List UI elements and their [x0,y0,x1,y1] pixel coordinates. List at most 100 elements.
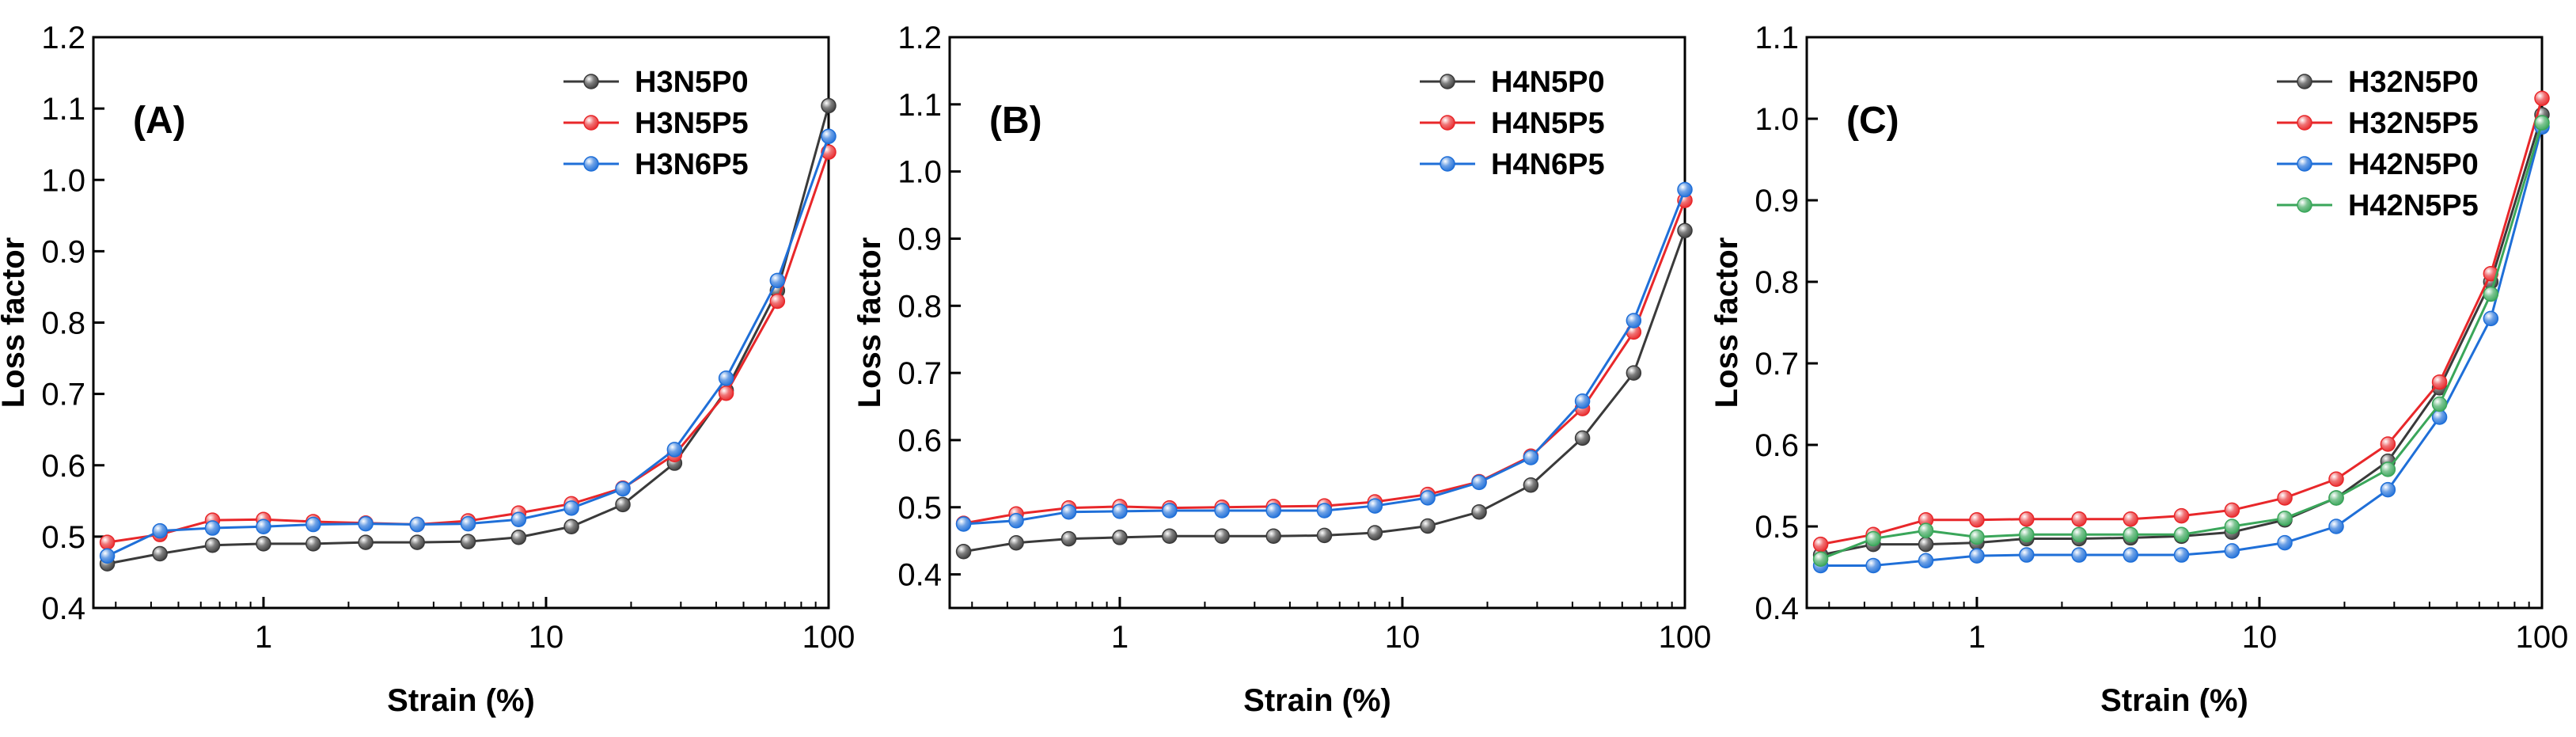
panel-b-point-H4N6P5 [1265,503,1281,519]
panel-a-legend-entry: H3N6P5 [635,148,749,181]
panel-c-ytick-label: 0.8 [1755,265,1799,300]
panel-b-point-H4N6P5 [1060,503,1077,520]
panel-a-point-H3N5P0 [256,536,271,552]
panel-c-ytick-label: 0.6 [1755,428,1799,463]
panel-c-point-H32N5P5 [2534,90,2550,106]
panel-b-point-H4N5P0 [1574,430,1591,446]
panel-c-xlabel: Strain (%) [2100,683,2248,718]
panel-a-label: (A) [133,100,186,142]
panel-c-point-H42N5P5 [2380,462,2396,477]
panel-b-legend-entry: H4N6P5 [1491,148,1605,181]
panel-c-point-H42N5P5 [2483,286,2499,302]
panel-c-line-H42N5P5 [1820,122,2544,560]
panel-b-point-H4N5P0 [955,543,972,560]
panel-c-point-H42N5P5 [1865,530,1881,547]
panel-c-ytick-label: 0.4 [1755,591,1799,626]
panel-a-ytick-label: 0.8 [41,306,85,341]
panel-a-point-H3N6P5 [666,442,683,458]
panel-b-point-H4N5P0 [1112,530,1128,545]
panel-a-series-H3N6P5 [99,128,837,564]
panel-b-xtick-label: 10 [1385,620,1421,655]
panel-b-line-H4N5P5 [963,199,1686,525]
panel-b-series-H4N5P0 [955,222,1693,560]
panel-c-point-H42N5P5 [2071,526,2087,543]
panel-c-point-H42N5P5 [2173,526,2190,543]
panel-c-point-H42N5P0 [2277,534,2293,551]
panel-c-point-H42N5P5 [1918,522,1934,538]
panel-b-label: (B) [989,100,1042,142]
panel-b-ytick-label: 0.6 [897,424,942,458]
panel-b-point-H4N6P5 [1316,503,1333,519]
panel-c-point-H42N5P0 [2173,547,2190,563]
panel-c-point-H42N5P5 [1812,551,1829,567]
panel-c-ytick-label: 1.0 [1755,102,1799,137]
panel-b-xlabel: Strain (%) [1243,683,1391,718]
panel-a-point-H3N5P0 [152,545,168,562]
panel-a-ylabel: Loss factor [0,237,31,408]
panel-b-series-H4N5P5 [955,192,1693,531]
panel-c-ylabel: Loss factor [1709,237,1744,408]
panel-a-point-H3N5P0 [821,97,837,114]
panel-b-line-H4N6P5 [963,189,1686,526]
panel-a-point-H3N6P5 [718,370,734,386]
panel-c-point-H32N5P5 [2328,471,2344,488]
panel-c-point-H42N5P5 [2123,526,2138,543]
panel-b-point-H4N6P5 [1367,498,1383,514]
panel-c: 1 10 100 0.4 0.5 0.6 0.7 0.8 0.9 1.0 1.1 Strain (%)… [1709,21,2568,718]
panel-c-point-H32N5P5 [2071,511,2087,527]
panel-c-legend-marker [2297,156,2312,172]
panel-a-legend-marker [583,115,599,131]
panel-b-point-H4N5P0 [1471,503,1487,520]
panel-c-xtick-label: 10 [2242,620,2278,655]
panel-b-point-H4N6P5 [1008,512,1024,529]
panel-c-point-H32N5P5 [2224,502,2240,519]
panel-c-point-H32N5P5 [2277,490,2293,506]
panel-a-legend-marker [583,156,599,172]
panel-a-point-H3N6P5 [409,516,425,533]
panel-c-legend-marker [2297,74,2312,89]
panel-b: 1 10 100 0.4 0.5 0.6 0.7 0.8 0.9 1.0 1.1 1.2 Strain … [852,21,1711,718]
panel-c-ytick-label: 1.1 [1755,21,1799,55]
panel-b-xtick-label: 100 [1659,620,1712,655]
panel-a-point-H3N5P0 [563,519,579,535]
panel-c-ytick-label: 0.5 [1755,510,1799,545]
panel-a-point-H3N6P5 [358,515,374,532]
panel-a-point-H3N6P5 [615,481,631,497]
panel-c-point-H32N5P5 [1969,512,1985,528]
panel-c-legend-marker [2297,197,2312,213]
panel-b-point-H4N6P5 [1112,503,1128,519]
panel-a-point-H3N5P0 [358,534,374,550]
panel-c-ytick-label: 0.7 [1755,347,1799,382]
panel-a-point-H3N5P5 [718,385,734,401]
panel-a-point-H3N6P5 [563,500,579,516]
panel-b-point-H4N6P5 [1214,503,1230,519]
panel-a-line-H3N5P5 [107,151,830,544]
panel-b-ytick-label: 0.7 [897,356,942,391]
panel-c-legend-entry: H32N5P5 [2348,107,2479,140]
panel-b-point-H4N6P5 [1574,393,1591,409]
panel-a-point-H3N6P5 [305,516,321,533]
panel-a-point-H3N6P5 [769,272,786,289]
panel-c-series-H42N5P5 [1812,115,2550,567]
panel-b-legend-marker [1440,74,1455,89]
panel-a-point-H3N5P0 [204,537,221,553]
panel-b-point-H4N5P0 [1060,530,1077,547]
panel-b-point-H4N6P5 [1420,490,1436,506]
panel-c-point-H42N5P0 [2224,543,2240,559]
panel-b-ytick-label: 0.9 [897,222,942,256]
panel-a-point-H3N6P5 [204,520,221,536]
panel-a-ytick-label: 1.0 [41,163,85,198]
panel-b-legend-entry: H4N5P0 [1491,66,1605,99]
panel-a-point-H3N6P5 [460,515,476,532]
panel-c-label: (C) [1846,100,1899,142]
panel-a-series-H3N5P5 [99,144,837,550]
panel-c-point-H42N5P5 [2277,510,2293,526]
panel-c-legend-entry: H32N5P0 [2348,66,2479,99]
panel-a-ytick-label: 0.6 [41,449,85,484]
panel-a: 1 10 100 0.4 0.5 0.6 0.7 0.8 0.9 1.0 1.1 1.2 Strain … [0,21,855,718]
panel-b-point-H4N5P0 [1626,365,1642,381]
panel-c-point-H42N5P0 [2328,519,2344,534]
panel-b-point-H4N5P0 [1367,525,1383,541]
panel-b-ylabel: Loss factor [852,237,887,408]
